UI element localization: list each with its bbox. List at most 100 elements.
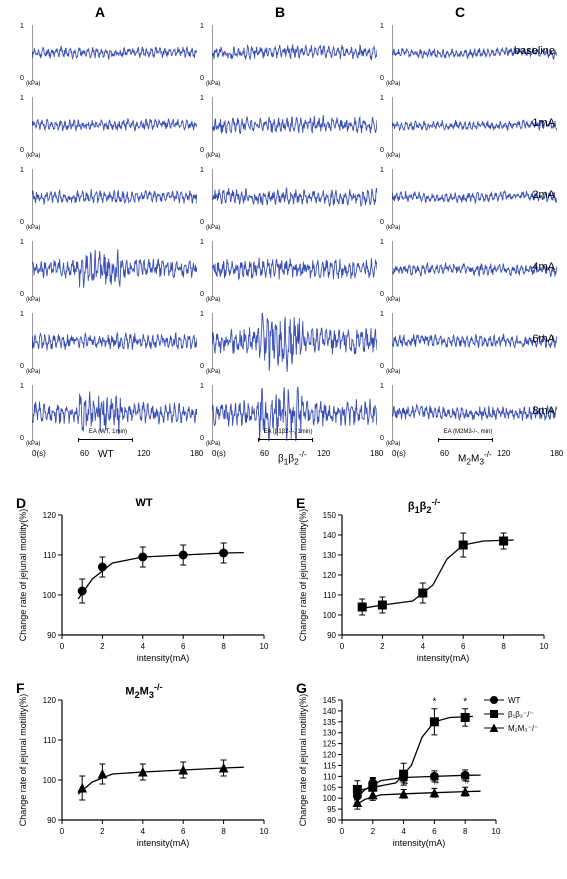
svg-text:110: 110 <box>43 736 56 745</box>
svg-text:*: * <box>463 697 467 708</box>
svg-text:intensity(mA): intensity(mA) <box>137 653 190 663</box>
svg-text:2: 2 <box>100 642 105 651</box>
svg-text:2: 2 <box>380 642 385 651</box>
svg-text:10: 10 <box>260 827 269 836</box>
trace-cell: 10(kPa) <box>208 313 373 373</box>
svg-text:95: 95 <box>327 805 336 814</box>
svg-text:2: 2 <box>371 827 376 836</box>
row-label: 8mA <box>532 405 555 417</box>
svg-text:4: 4 <box>141 642 146 651</box>
trace-cell: 10(kPa) <box>208 97 373 157</box>
trace-cell: 10(kPa) <box>208 385 373 445</box>
svg-text:6: 6 <box>432 827 437 836</box>
svg-text:100: 100 <box>43 591 57 600</box>
svg-text:10: 10 <box>540 642 549 651</box>
svg-text:6: 6 <box>181 827 186 836</box>
svg-text:0: 0 <box>60 827 65 836</box>
trace-cell: 10(kPa) <box>28 241 193 301</box>
svg-text:130: 130 <box>323 551 337 560</box>
svg-text:130: 130 <box>323 729 337 738</box>
trace-cell: 10(kPa) <box>388 313 553 373</box>
svg-text:100: 100 <box>43 776 57 785</box>
svg-text:90: 90 <box>327 631 336 640</box>
svg-text:4: 4 <box>421 642 426 651</box>
svg-text:Change rate of jejunal motilit: Change rate of jejunal motility(%) <box>298 694 308 827</box>
svg-text:125: 125 <box>323 740 337 749</box>
svg-text:10: 10 <box>260 642 269 651</box>
trace-row-0: 10(kPa)10(kPa)10(kPa)baseline <box>10 25 557 91</box>
svg-text:8: 8 <box>221 827 226 836</box>
svg-text:115: 115 <box>323 761 336 770</box>
row-label: 1mA <box>532 117 555 129</box>
svg-text:100: 100 <box>323 794 337 803</box>
row-label: 6mA <box>532 333 555 345</box>
svg-text:6: 6 <box>461 642 466 651</box>
svg-text:*: * <box>432 697 436 708</box>
svg-text:90: 90 <box>47 631 56 640</box>
svg-text:intensity(mA): intensity(mA) <box>417 653 470 663</box>
svg-text:110: 110 <box>323 591 336 600</box>
panel-letter-b: B <box>275 4 285 20</box>
trace-cell: 10(kPa) <box>208 169 373 229</box>
svg-text:110: 110 <box>323 772 336 781</box>
trace-cell: 10(kPa) <box>208 25 373 85</box>
trace-cell: 10(kPa) <box>208 241 373 301</box>
row-label: 2mA <box>532 189 555 201</box>
svg-text:0: 0 <box>340 827 345 836</box>
svg-text:2: 2 <box>100 827 105 836</box>
svg-text:*#: *# <box>460 775 470 786</box>
trace-cell: 10(kPa) <box>28 385 193 445</box>
panel-letter-a: A <box>95 4 105 20</box>
svg-text:0: 0 <box>340 642 345 651</box>
trace-cell: 10(kPa) <box>28 25 193 85</box>
svg-text:135: 135 <box>323 718 337 727</box>
chart-e: Eβ1β2-/-901001101201301401500246810Chang… <box>294 495 554 665</box>
panel-letter-c: C <box>455 4 465 20</box>
trace-row-4: 10(kPa)10(kPa)10(kPa)6mA <box>10 313 557 379</box>
svg-text:*#: *# <box>430 776 440 787</box>
chart-f: FM2M3-/-901001101200246810Change rate of… <box>14 680 274 850</box>
svg-text:120: 120 <box>323 751 337 760</box>
svg-text:140: 140 <box>323 707 337 716</box>
svg-text:90: 90 <box>327 816 336 825</box>
svg-text:intensity(mA): intensity(mA) <box>137 838 190 848</box>
trace-cell: 10(kPa) <box>388 169 553 229</box>
svg-text:M₂M₃⁻/⁻: M₂M₃⁻/⁻ <box>508 724 538 733</box>
svg-text:*#: *# <box>399 777 409 788</box>
svg-text:8: 8 <box>501 642 506 651</box>
svg-text:0: 0 <box>60 642 65 651</box>
trace-cell: 10(kPa) <box>388 241 553 301</box>
svg-text:intensity(mA): intensity(mA) <box>393 838 446 848</box>
svg-text:4: 4 <box>141 827 146 836</box>
trace-cell: 10(kPa) <box>28 97 193 157</box>
chart-d: DWT901001101200246810Change rate of jeju… <box>14 495 274 665</box>
trace-cell: 10(kPa) <box>388 97 553 157</box>
svg-text:Change rate of jejunal motilit: Change rate of jejunal motility(%) <box>18 509 28 642</box>
trace-grid: 10(kPa)10(kPa)10(kPa)baseline10(kPa)10(k… <box>10 25 557 480</box>
trace-cell: 10(kPa) <box>28 169 193 229</box>
trace-row-5: 10(kPa)10(kPa)10(kPa)8mA <box>10 385 557 451</box>
svg-text:4: 4 <box>401 827 406 836</box>
svg-text:110: 110 <box>43 551 56 560</box>
row-label: baseline <box>514 45 555 57</box>
trace-row-2: 10(kPa)10(kPa)10(kPa)2mA <box>10 169 557 235</box>
chart-g: G909510010511011512012513013514014502468… <box>294 680 554 850</box>
trace-row-3: 10(kPa)10(kPa)10(kPa)4mA <box>10 241 557 307</box>
trace-cell: 10(kPa) <box>388 385 553 445</box>
svg-text:145: 145 <box>323 696 337 705</box>
svg-text:140: 140 <box>323 531 337 540</box>
trace-cell: 10(kPa) <box>28 313 193 373</box>
svg-text:10: 10 <box>492 827 501 836</box>
row-label: 4mA <box>532 261 555 273</box>
svg-text:Change rate of jejunal motilit: Change rate of jejunal motility(%) <box>298 509 308 642</box>
svg-text:100: 100 <box>323 611 337 620</box>
svg-text:90: 90 <box>47 816 56 825</box>
svg-text:120: 120 <box>43 511 57 520</box>
svg-text:8: 8 <box>463 827 468 836</box>
svg-text:120: 120 <box>323 571 337 580</box>
svg-text:8: 8 <box>221 642 226 651</box>
svg-text:Change rate of jejunal motilit: Change rate of jejunal motility(%) <box>18 694 28 827</box>
svg-text:β₁β₂⁻/⁻: β₁β₂⁻/⁻ <box>508 710 534 719</box>
trace-row-1: 10(kPa)10(kPa)10(kPa)1mA <box>10 97 557 163</box>
svg-text:6: 6 <box>181 642 186 651</box>
